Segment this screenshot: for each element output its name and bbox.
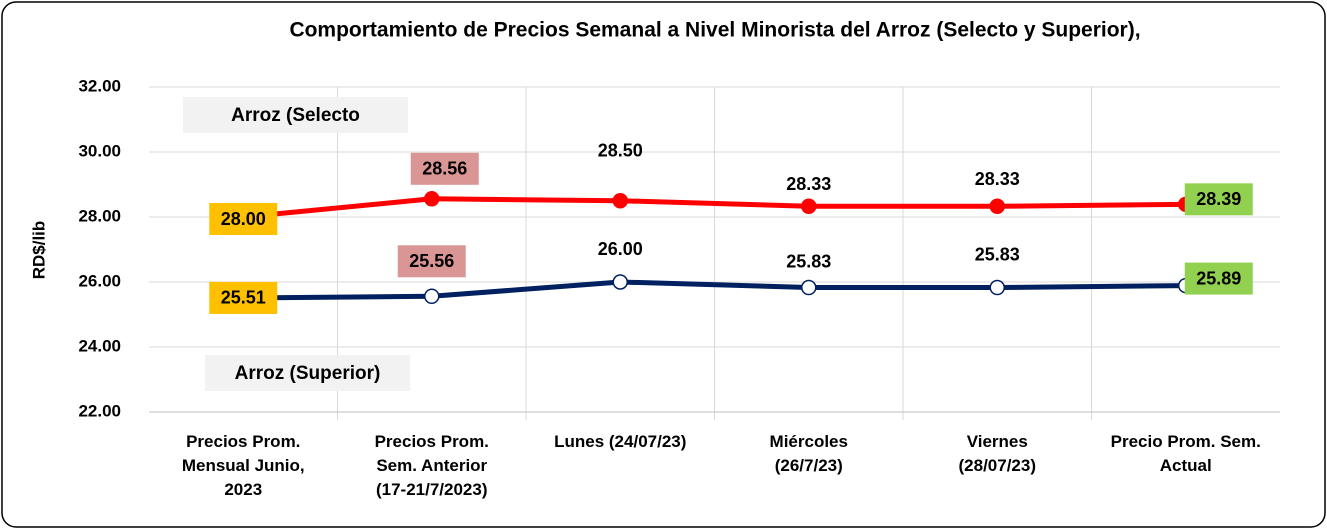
- data-label-box: [1184, 183, 1253, 216]
- x-tick-label: Precio Prom. Sem. Actual: [1110, 432, 1261, 475]
- data-label: 28.56: [422, 159, 467, 179]
- x-tick-label: Viernes (28/07/23): [958, 432, 1037, 475]
- legend-label: Arroz (Superior): [235, 363, 381, 384]
- series-line: [243, 279, 1186, 301]
- data-label: 28.33: [975, 169, 1020, 189]
- chart-title: Comportamiento de Precios Semanal a Nive…: [289, 19, 1140, 42]
- data-label: 25.56: [409, 251, 454, 271]
- x-tick-label: Precios Prom. Sem. Anterior (17-21/7/202…: [374, 432, 489, 499]
- y-axis-label: RD$/lib: [29, 221, 48, 280]
- data-label: 25.51: [221, 288, 266, 308]
- legend-box: [183, 97, 408, 133]
- marker: [612, 274, 628, 290]
- marker: [612, 193, 628, 209]
- data-label: 28.50: [598, 141, 643, 161]
- legend-box: [205, 355, 410, 391]
- data-label-box: [209, 281, 278, 314]
- x-tick-label: Miércoles (26/7/23): [769, 432, 848, 475]
- data-label-box: [209, 203, 278, 235]
- marker: [801, 198, 817, 215]
- y-tick-label: 28.00: [78, 206, 121, 225]
- data-label: 28.00: [221, 209, 266, 229]
- series-line: [243, 196, 1186, 220]
- data-label-box: [397, 245, 466, 278]
- data-label-box: [410, 152, 479, 185]
- x-tick-label: Precios Prom. Mensual Junio, 2023: [181, 432, 305, 499]
- y-tick-label: 24.00: [78, 336, 121, 355]
- marker: [801, 279, 817, 296]
- data-label: 25.89: [1196, 268, 1241, 288]
- x-tick-label: Lunes (24/07/23): [554, 432, 687, 451]
- marker: [989, 198, 1005, 215]
- data-label: 25.83: [975, 244, 1020, 264]
- marker: [424, 191, 440, 207]
- y-tick-label: 32.00: [78, 76, 121, 95]
- legend-label: Arroz (Selecto: [231, 105, 360, 126]
- y-tick-label: 26.00: [78, 271, 121, 290]
- y-tick-label: 22.00: [78, 401, 121, 420]
- data-label-box: [1184, 262, 1253, 295]
- data-label: 25.83: [786, 251, 831, 271]
- marker: [989, 279, 1005, 296]
- data-label: 26.00: [598, 239, 643, 259]
- data-label: 28.33: [786, 174, 831, 194]
- y-tick-label: 30.00: [78, 141, 121, 160]
- marker: [424, 288, 440, 305]
- data-label: 28.39: [1196, 189, 1241, 209]
